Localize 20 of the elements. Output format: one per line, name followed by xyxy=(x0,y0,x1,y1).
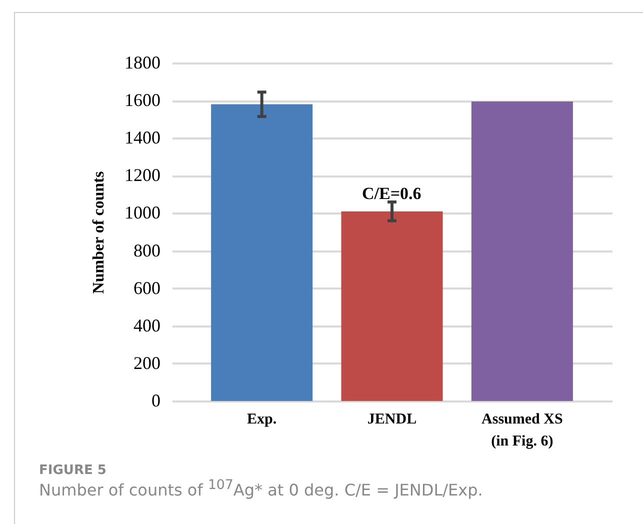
y-tick-label: 800 xyxy=(134,240,160,260)
x-tick-label: Exp. xyxy=(247,412,277,428)
y-tick-label: 1400 xyxy=(124,128,160,148)
x-tick-label: Assumed XS (in Fig. 6) xyxy=(482,412,563,450)
caption: FIGURE 5 xyxy=(39,463,108,478)
text: Number of counts of $^{107}$Ag* at 0 deg. C/E = JENDL/Exp. xyxy=(39,478,483,500)
bar xyxy=(471,101,573,401)
x-tick-label: JENDL xyxy=(367,412,417,428)
y-tick-label: 600 xyxy=(134,278,160,298)
y-tick-label: 1600 xyxy=(124,90,160,110)
y-tick-label: 400 xyxy=(134,315,160,336)
bar xyxy=(211,104,313,401)
y-tick-label: 200 xyxy=(134,352,160,373)
y-tick-label: 1200 xyxy=(124,165,160,186)
y-tick-label: 1000 xyxy=(124,202,160,223)
y-tick-label: 1800 xyxy=(124,52,160,72)
y-axis-title: Number of counts xyxy=(90,171,108,294)
annotation: C/E=0.6 xyxy=(362,184,422,204)
bar xyxy=(341,211,443,401)
y-tick-label: 0 xyxy=(152,390,160,410)
